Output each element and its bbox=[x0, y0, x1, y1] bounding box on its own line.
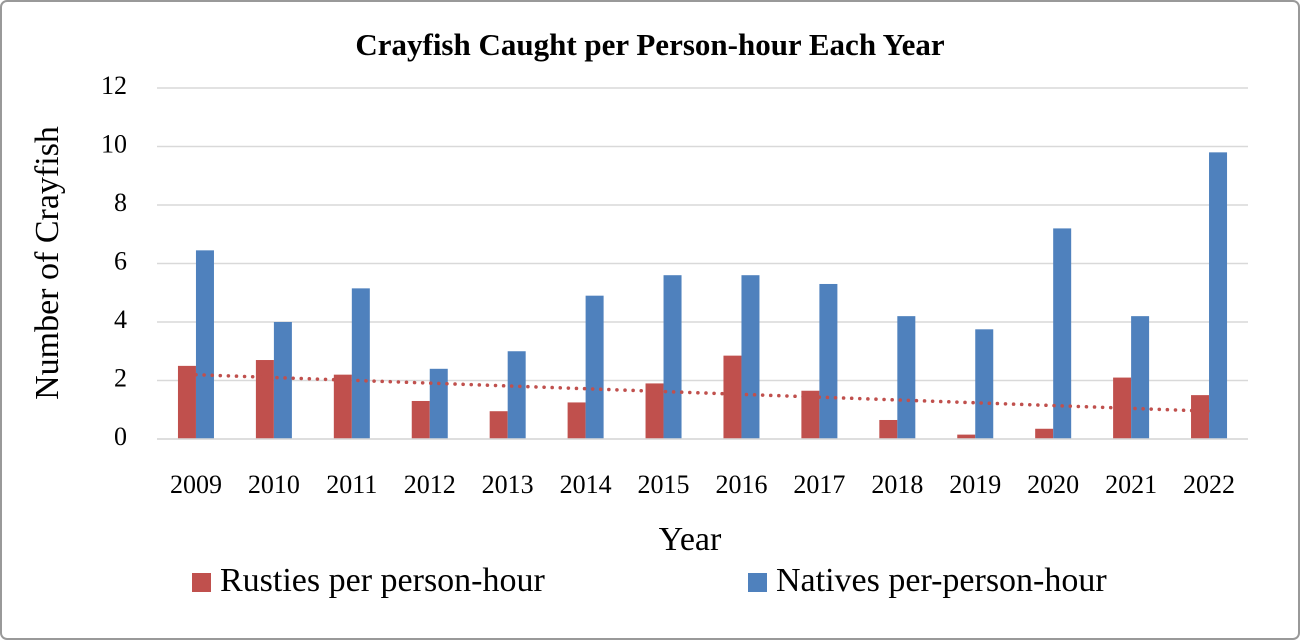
bar bbox=[255, 360, 274, 439]
bar bbox=[1053, 228, 1072, 439]
bar bbox=[1209, 152, 1228, 439]
bar bbox=[975, 329, 994, 439]
x-tick-label: 2015 bbox=[638, 470, 690, 499]
y-tick-label: 12 bbox=[101, 71, 127, 100]
x-tick-label: 2020 bbox=[1027, 470, 1079, 499]
legend-swatch bbox=[748, 573, 767, 592]
x-tick-label: 2017 bbox=[793, 470, 845, 499]
bar bbox=[567, 402, 586, 439]
x-tick-label: 2012 bbox=[404, 470, 456, 499]
bar bbox=[507, 351, 526, 439]
bar bbox=[411, 400, 430, 439]
bar bbox=[351, 288, 370, 439]
trendline bbox=[194, 372, 1211, 413]
y-axis-label: Number of Crayfish bbox=[29, 126, 66, 400]
x-tick-label: 2013 bbox=[482, 470, 534, 499]
legend-swatch bbox=[192, 573, 211, 592]
x-tick-label: 2014 bbox=[560, 470, 612, 499]
bar bbox=[663, 275, 682, 439]
x-tick-label: 2018 bbox=[871, 470, 923, 499]
bar bbox=[195, 250, 214, 439]
bar bbox=[1191, 395, 1210, 439]
x-tick-label: 2016 bbox=[715, 470, 767, 499]
bar bbox=[741, 275, 760, 439]
bar bbox=[819, 283, 838, 439]
x-tick-label: 2009 bbox=[170, 470, 222, 499]
x-tick-label: 2019 bbox=[949, 470, 1001, 499]
bar bbox=[273, 322, 292, 439]
bar bbox=[177, 365, 196, 439]
bar bbox=[333, 374, 352, 439]
bar bbox=[801, 390, 820, 439]
y-tick-label: 4 bbox=[114, 305, 127, 334]
bar bbox=[879, 419, 898, 439]
bar bbox=[645, 383, 664, 439]
y-tick-label: 8 bbox=[114, 188, 127, 217]
bar bbox=[897, 316, 916, 439]
y-tick-label: 6 bbox=[114, 246, 127, 275]
chart-title: Crayfish Caught per Person-hour Each Yea… bbox=[355, 27, 945, 62]
bar bbox=[1113, 377, 1132, 439]
bar bbox=[723, 355, 742, 439]
bar bbox=[429, 368, 448, 439]
y-tick-label: 10 bbox=[101, 129, 127, 158]
bar bbox=[957, 434, 976, 439]
legend-label: Rusties per person-hour bbox=[220, 562, 546, 599]
y-tick-label: 2 bbox=[114, 363, 127, 392]
legend-label: Natives per-person-hour bbox=[776, 562, 1107, 599]
x-tick-label: 2011 bbox=[326, 470, 377, 499]
y-tick-label: 0 bbox=[114, 422, 127, 451]
x-tick-label: 2022 bbox=[1183, 470, 1235, 499]
bar bbox=[585, 295, 604, 439]
bar bbox=[1035, 428, 1054, 439]
x-tick-label: 2021 bbox=[1105, 470, 1157, 499]
bar bbox=[1131, 316, 1150, 439]
x-axis-label: Year bbox=[659, 521, 722, 558]
x-tick-label: 2010 bbox=[248, 470, 300, 499]
bar bbox=[489, 411, 508, 439]
